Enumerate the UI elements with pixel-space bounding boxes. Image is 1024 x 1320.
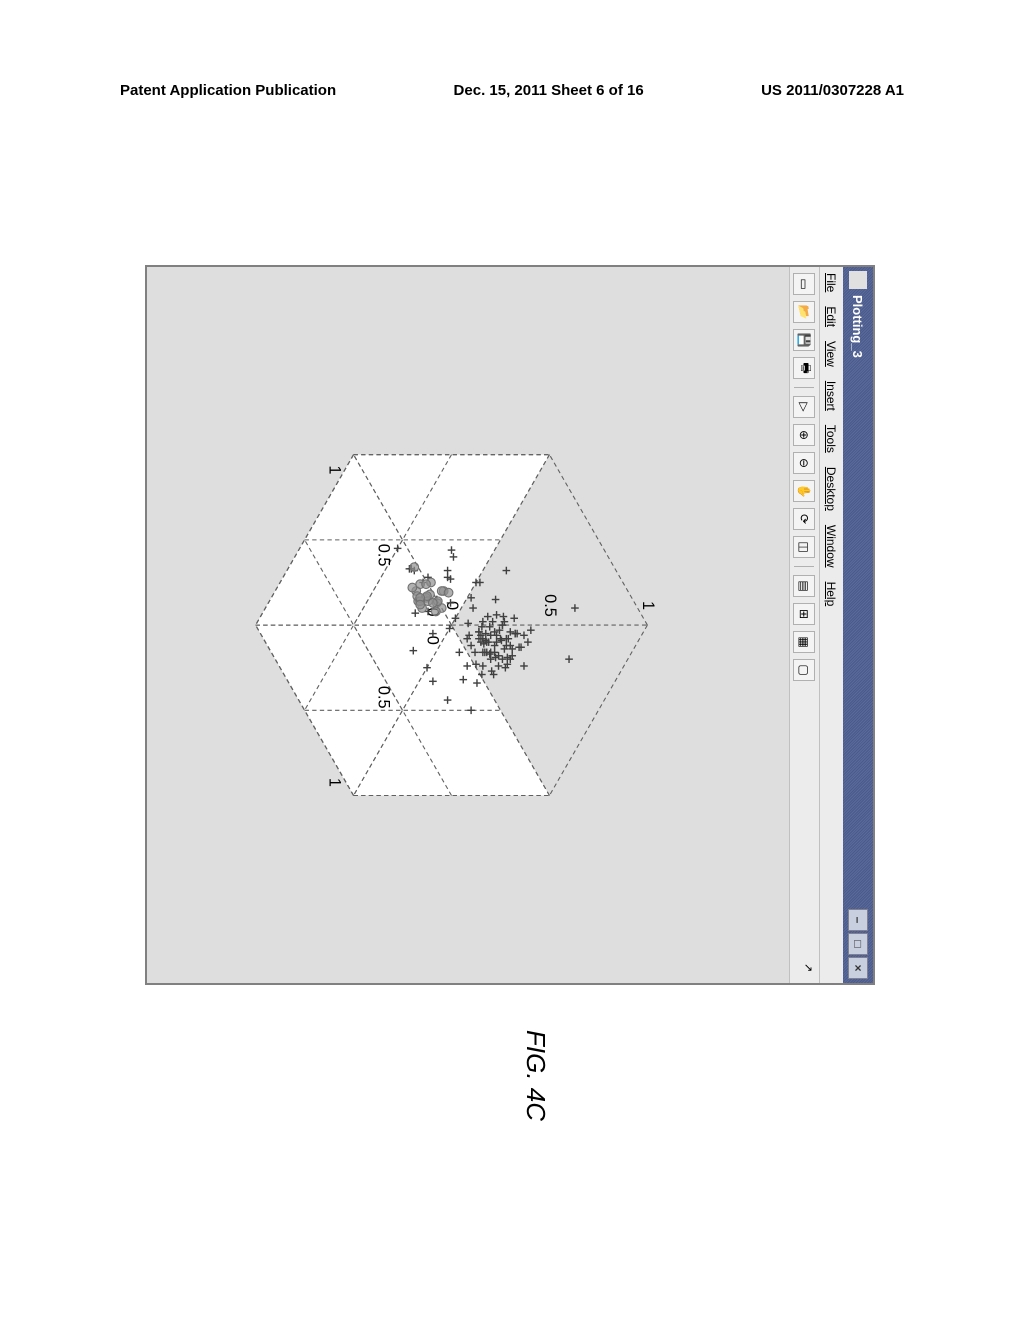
svg-text:1: 1 xyxy=(639,601,657,610)
open-icon[interactable]: 📂 xyxy=(794,301,816,323)
menu-tools[interactable]: Tools xyxy=(825,425,839,453)
menubar: File Edit View Insert Tools Desktop Wind… xyxy=(819,267,843,983)
pointer-icon[interactable]: ▷ xyxy=(794,396,816,418)
print-icon[interactable]: 🖶 xyxy=(794,357,816,379)
dock-pin-icon[interactable]: ↗ xyxy=(801,963,815,977)
scatter3d-plot: 00.5100.5100.51 xyxy=(211,353,757,897)
maximize-button[interactable]: □ xyxy=(848,933,868,955)
menu-desktop[interactable]: Desktop xyxy=(825,467,839,511)
colorbar-icon[interactable]: ▤ xyxy=(794,575,816,597)
svg-text:0.5: 0.5 xyxy=(374,686,392,709)
svg-text:0.5: 0.5 xyxy=(374,544,392,567)
axes-icon[interactable]: ▦ xyxy=(794,631,816,653)
menu-file[interactable]: File xyxy=(825,273,839,292)
datacursor-icon[interactable]: ◫ xyxy=(794,536,816,558)
app-icon xyxy=(849,271,867,289)
menu-window[interactable]: Window xyxy=(825,525,839,568)
menu-view[interactable]: View xyxy=(825,341,839,367)
pan-icon[interactable]: ✋ xyxy=(794,480,816,502)
svg-text:1: 1 xyxy=(326,778,344,787)
zoom-in-icon[interactable]: ⊕ xyxy=(794,424,816,446)
close-button[interactable]: × xyxy=(848,957,868,979)
plot-area[interactable]: 00.5100.5100.51 xyxy=(147,267,789,983)
save-icon[interactable]: 💾 xyxy=(794,329,816,351)
subplot-icon[interactable]: ▢ xyxy=(794,659,816,681)
svg-text:0.5: 0.5 xyxy=(541,594,559,617)
header-center: Dec. 15, 2011 Sheet 6 of 16 xyxy=(454,82,644,99)
legend-icon[interactable]: ⊞ xyxy=(794,603,816,625)
window-title: Plotting_3 xyxy=(851,295,866,909)
minimize-button[interactable]: – xyxy=(848,909,868,931)
toolbar: ▭ 📂 💾 🖶 ▷ ⊕ ⊖ ✋ ⟳ ◫ ▤ ⊞ ▦ ▢ ↗ xyxy=(789,267,819,983)
menu-help[interactable]: Help xyxy=(825,582,839,607)
menu-edit[interactable]: Edit xyxy=(825,306,839,327)
app-window: Plotting_3 – □ × File Edit View Insert T… xyxy=(145,265,875,985)
header-left: Patent Application Publication xyxy=(120,82,336,99)
zoom-out-icon[interactable]: ⊖ xyxy=(794,452,816,474)
header-right: US 2011/0307228 A1 xyxy=(761,82,904,99)
menu-insert[interactable]: Insert xyxy=(825,381,839,411)
new-icon[interactable]: ▭ xyxy=(794,273,816,295)
titlebar: Plotting_3 – □ × xyxy=(843,267,873,983)
rotate-icon[interactable]: ⟳ xyxy=(794,508,816,530)
svg-text:1: 1 xyxy=(326,465,344,474)
figure-label: FIG. 4C xyxy=(520,1030,551,1121)
